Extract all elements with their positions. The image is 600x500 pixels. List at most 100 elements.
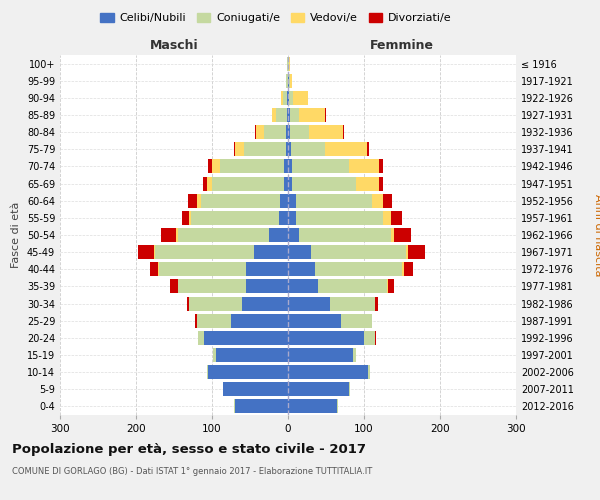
Bar — [288, 296, 330, 310]
Bar — [288, 74, 289, 88]
Bar — [242, 296, 288, 310]
Bar — [151, 262, 158, 276]
Bar — [256, 125, 263, 139]
Bar — [383, 211, 391, 225]
Bar — [402, 262, 404, 276]
Bar — [292, 176, 356, 190]
Bar — [406, 245, 408, 259]
Bar — [288, 125, 290, 139]
Bar — [286, 142, 288, 156]
Bar — [263, 125, 286, 139]
Bar — [208, 160, 212, 173]
Bar — [284, 176, 288, 190]
Bar — [288, 331, 364, 345]
Bar — [383, 194, 392, 207]
Bar — [158, 262, 159, 276]
Bar — [296, 211, 383, 225]
Bar — [299, 228, 391, 242]
Bar — [290, 125, 309, 139]
Bar — [288, 142, 291, 156]
Bar — [280, 194, 288, 207]
Bar — [213, 348, 216, 362]
Bar — [330, 296, 376, 310]
Bar — [309, 125, 343, 139]
Bar — [246, 262, 288, 276]
Bar — [292, 160, 349, 173]
Text: Maschi: Maschi — [149, 38, 199, 52]
Bar — [288, 348, 353, 362]
Bar — [288, 228, 299, 242]
Bar — [349, 382, 350, 396]
Bar — [379, 160, 383, 173]
Bar — [288, 245, 311, 259]
Bar — [391, 228, 394, 242]
Bar — [288, 382, 349, 396]
Bar — [291, 142, 325, 156]
Bar — [387, 280, 388, 293]
Bar — [286, 74, 288, 88]
Bar — [188, 194, 197, 207]
Bar — [288, 91, 289, 105]
Bar — [170, 280, 178, 293]
Bar — [199, 331, 205, 345]
Bar — [288, 280, 319, 293]
Bar — [349, 160, 379, 173]
Bar — [371, 194, 383, 207]
Bar — [341, 314, 371, 328]
Bar — [353, 348, 356, 362]
Bar — [187, 296, 189, 310]
Bar — [189, 211, 191, 225]
Bar — [289, 74, 290, 88]
Bar — [288, 400, 337, 413]
Bar — [200, 194, 280, 207]
Bar — [206, 176, 212, 190]
Bar — [178, 280, 246, 293]
Bar — [288, 108, 290, 122]
Bar — [203, 176, 206, 190]
Bar — [223, 382, 288, 396]
Bar — [376, 296, 377, 310]
Bar — [197, 314, 231, 328]
Bar — [137, 245, 154, 259]
Bar — [394, 228, 411, 242]
Bar — [290, 108, 299, 122]
Y-axis label: Anni di nascita: Anni di nascita — [593, 194, 600, 276]
Bar — [289, 91, 293, 105]
Bar — [325, 142, 367, 156]
Bar — [314, 262, 402, 276]
Bar — [288, 365, 368, 379]
Legend: Celibi/Nubili, Coniugati/e, Vedovi/e, Divorziati/e: Celibi/Nubili, Coniugati/e, Vedovi/e, Di… — [96, 8, 456, 28]
Bar — [296, 194, 371, 207]
Bar — [182, 211, 189, 225]
Bar — [288, 160, 292, 173]
Bar — [159, 262, 246, 276]
Bar — [325, 108, 326, 122]
Bar — [288, 262, 314, 276]
Bar — [235, 400, 288, 413]
Bar — [231, 314, 288, 328]
Bar — [216, 348, 288, 362]
Bar — [234, 142, 235, 156]
Bar — [388, 280, 394, 293]
Bar — [299, 108, 325, 122]
Bar — [197, 194, 200, 207]
Bar — [288, 176, 292, 190]
Bar — [283, 91, 287, 105]
Bar — [269, 228, 288, 242]
Bar — [208, 365, 288, 379]
Bar — [161, 228, 176, 242]
Bar — [272, 108, 276, 122]
Bar — [408, 245, 425, 259]
Bar — [286, 125, 288, 139]
Bar — [284, 160, 288, 173]
Bar — [404, 262, 413, 276]
Bar — [212, 176, 284, 190]
Bar — [288, 314, 341, 328]
Bar — [189, 296, 242, 310]
Bar — [337, 400, 338, 413]
Bar — [364, 331, 376, 345]
Bar — [234, 400, 235, 413]
Bar — [246, 280, 288, 293]
Text: COMUNE DI GORLAGO (BG) - Dati ISTAT 1° gennaio 2017 - Elaborazione TUTTITALIA.IT: COMUNE DI GORLAGO (BG) - Dati ISTAT 1° g… — [12, 468, 372, 476]
Bar — [197, 331, 199, 345]
